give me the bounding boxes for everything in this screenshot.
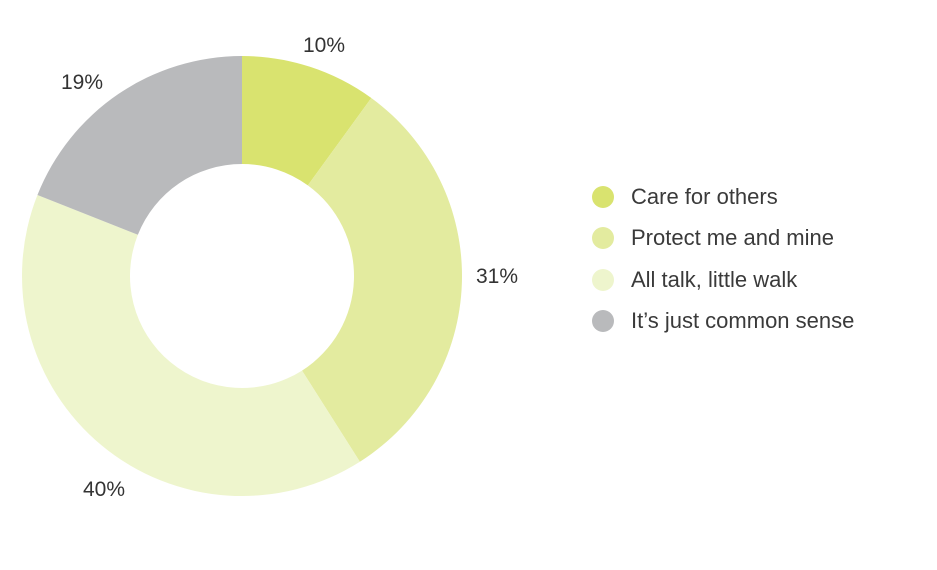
slice-labels: 10% 31% 40% 19%	[61, 34, 518, 501]
slice-label-1: 10%	[303, 34, 345, 57]
legend-item-4: It’s just common sense	[592, 301, 854, 343]
legend-label-4: It’s just common sense	[631, 308, 855, 334]
legend-item-1: Care for others	[592, 176, 854, 218]
legend-swatch-4	[592, 310, 614, 333]
slice-label-2: 31%	[476, 265, 518, 288]
legend-label-3: All talk, little walk	[631, 266, 798, 292]
slice-label-4: 19%	[61, 71, 103, 94]
legend-item-2: Protect me and mine	[592, 218, 854, 260]
legend-item-3: All talk, little walk	[592, 259, 854, 301]
legend-label-1: Care for others	[631, 183, 778, 209]
legend-swatch-2	[592, 227, 614, 250]
legend-label-2: Protect me and mine	[631, 225, 834, 251]
legend-swatch-3	[592, 268, 614, 291]
chart-legend: Care for others Protect me and mine All ta…	[592, 176, 854, 342]
legend-swatch-1	[592, 185, 614, 208]
donut-slice-3	[21, 195, 360, 496]
donut-slice-1	[242, 56, 372, 186]
slice-label-3: 40%	[83, 478, 125, 501]
donut-slices	[21, 56, 462, 496]
donut-slice-2	[302, 98, 462, 462]
donut-slice-4	[37, 56, 242, 235]
